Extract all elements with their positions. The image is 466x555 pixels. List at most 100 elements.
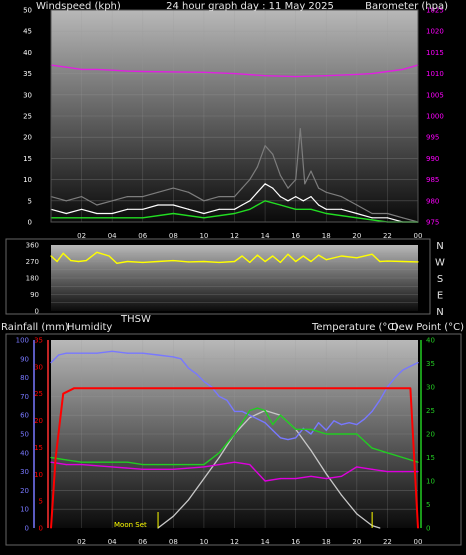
- thsw-line: [157, 409, 380, 529]
- rain-tick-label: 5: [39, 498, 43, 506]
- direction-line-point: [371, 253, 373, 255]
- temperature-line-point: [264, 409, 266, 412]
- barometer-line-point: [264, 75, 266, 77]
- dewpoint-line-point: [279, 478, 281, 480]
- humidity-line-point: [318, 422, 320, 424]
- wind-average-line-point: [279, 204, 281, 206]
- wind-average-line-point: [203, 217, 205, 219]
- barometer-line-point: [126, 70, 129, 72]
- barometer-tick-label: 995: [426, 134, 439, 142]
- thsw-line-point: [218, 456, 220, 459]
- time-tick-label: 20: [352, 232, 361, 240]
- dewpoint-line-point: [65, 464, 67, 466]
- direction-panel-frame: [5, 238, 431, 315]
- windspeed-line-point: [157, 204, 159, 206]
- windspeed-line-point: [96, 212, 98, 215]
- windspeed-line-point: [386, 217, 388, 219]
- wind-average-line-point: [233, 212, 236, 215]
- temperature-tick-label: 20: [426, 431, 435, 439]
- rain-line: [50, 387, 419, 529]
- humidity-line-point: [287, 439, 289, 441]
- windspeed-line-point: [256, 191, 258, 193]
- temperature-line-point: [233, 433, 236, 435]
- dewpoint-line-point: [249, 464, 251, 466]
- barometer-tick-label: 985: [426, 176, 439, 184]
- windspeed-series: [50, 183, 419, 223]
- direction-line-point: [241, 255, 243, 257]
- windspeed-line-point: [371, 217, 373, 219]
- time-tick-label: 22: [383, 538, 392, 546]
- gust-line-point: [325, 191, 327, 193]
- chart-title: 24 hour graph day : 11 May 2025: [166, 1, 334, 12]
- direction-line-point: [386, 260, 388, 262]
- gust-line-point: [142, 196, 144, 198]
- windspeed-line-point: [142, 208, 144, 210]
- humidity-tick-label: 80: [20, 374, 29, 382]
- direction-line-point: [157, 260, 159, 263]
- thsw-line-point: [356, 513, 358, 515]
- time-tick-label: 22: [383, 232, 392, 240]
- humidity-line-point: [58, 354, 60, 356]
- wind-average-line-point: [111, 217, 113, 219]
- thsw-line-point: [340, 494, 343, 496]
- windspeed-tick-label: 30: [23, 91, 32, 99]
- wind-axis-ticks: 0 5 10 15 20 25 30 35 40 45 50: [23, 7, 32, 227]
- time-tick-label: 12: [230, 232, 239, 240]
- wind-average-line-point: [356, 217, 358, 219]
- compass-label: S: [437, 274, 443, 285]
- rain-tick-label: 20: [34, 417, 43, 425]
- wind-average-line-point: [295, 208, 297, 210]
- windspeed-tick-label: 0: [28, 219, 32, 227]
- dewpoint-line-point: [111, 466, 113, 468]
- windspeed-line-point: [81, 208, 83, 210]
- thsw-label: THSW: [120, 314, 151, 325]
- humidity-line-point: [241, 410, 243, 412]
- wind-average-line-point: [142, 217, 144, 219]
- gust-line-point: [111, 200, 113, 202]
- rain-line-point: [356, 387, 358, 389]
- time-tick-label: 14: [261, 232, 270, 240]
- humidity-line-point: [333, 420, 335, 422]
- wind-average-line-point: [172, 212, 174, 215]
- time-tick-label: 04: [108, 538, 117, 546]
- barometer-line-point: [172, 71, 174, 73]
- thsw-line-point: [203, 478, 205, 480]
- direction-line-point: [264, 260, 266, 263]
- temperature-line-point: [279, 414, 281, 416]
- direction-line-point: [295, 260, 297, 263]
- direction-line-point: [85, 260, 87, 262]
- time-tick-label: 18: [322, 232, 331, 240]
- humidity-line-point: [233, 410, 236, 412]
- time-tick-label: 10: [199, 232, 208, 240]
- windspeed-line-point: [203, 212, 205, 215]
- time-tick-label: 16: [291, 538, 300, 546]
- time-tick-label: 08: [169, 538, 178, 546]
- direction-line-point: [70, 260, 72, 262]
- barometer-axis-label: Barometer (hpa): [365, 1, 448, 12]
- gust-line-point: [402, 217, 404, 219]
- direction-tick-label: 360: [26, 242, 39, 250]
- temperature-tick-label: 40: [426, 337, 435, 345]
- direction-line-point: [340, 255, 343, 257]
- temperature-axis-ticks: 0 5 10 15 20 25 30 35 40: [426, 337, 435, 533]
- time-tick-label: 02: [77, 232, 86, 240]
- compass-label: W: [435, 258, 445, 269]
- barometer-line-point: [325, 75, 327, 77]
- windspeed-tick-label: 50: [23, 7, 32, 15]
- direction-line-point: [356, 257, 358, 259]
- humidity-line-point: [356, 424, 358, 426]
- temperature-line-point: [295, 428, 297, 430]
- barometer-tick-label: 975: [426, 219, 439, 227]
- direction-line-point: [126, 260, 129, 263]
- humidity-line-point: [218, 395, 220, 397]
- barometer-line-point: [402, 68, 404, 70]
- rain-series: [50, 387, 419, 529]
- dewpoint-line-point: [218, 464, 220, 466]
- time-tick-label: 04: [108, 232, 117, 240]
- humidity-tick-label: 40: [20, 449, 29, 457]
- temperature-line-point: [188, 464, 190, 466]
- barometer-tick-label: 1025: [426, 7, 444, 15]
- direction-panel-background: [51, 245, 418, 311]
- direction-line-point: [116, 262, 118, 264]
